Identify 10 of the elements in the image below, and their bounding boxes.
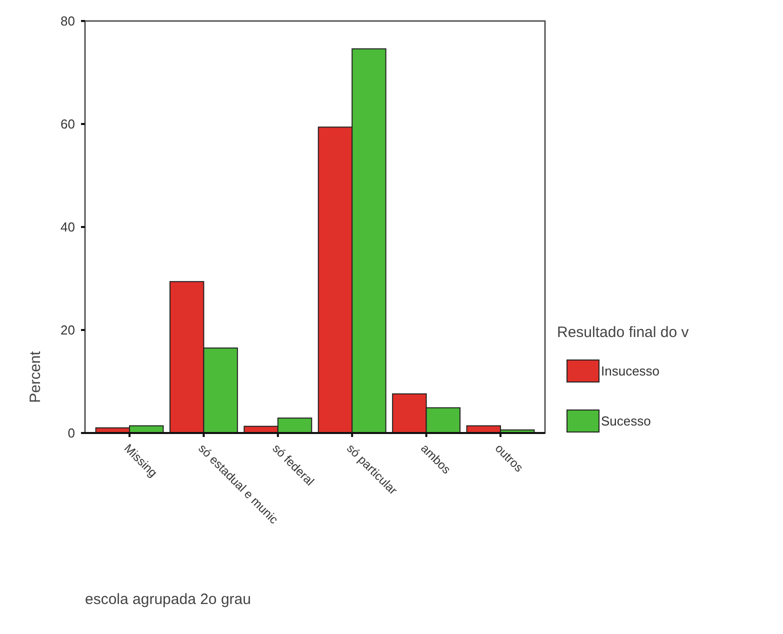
- y-axis-title: Percent: [27, 350, 44, 403]
- legend-title: Resultado final do v: [557, 324, 690, 341]
- y-tick-label: 0: [68, 426, 75, 441]
- x-axis-title: escola agrupada 2o grau: [85, 591, 251, 608]
- y-tick-label: 80: [60, 14, 75, 29]
- y-tick-label: 60: [60, 116, 75, 132]
- legend-label: Insucesso: [601, 364, 660, 379]
- y-tick-label: 20: [60, 322, 75, 338]
- legend-label: Sucesso: [601, 414, 651, 429]
- y-tick-label: 40: [60, 220, 75, 235]
